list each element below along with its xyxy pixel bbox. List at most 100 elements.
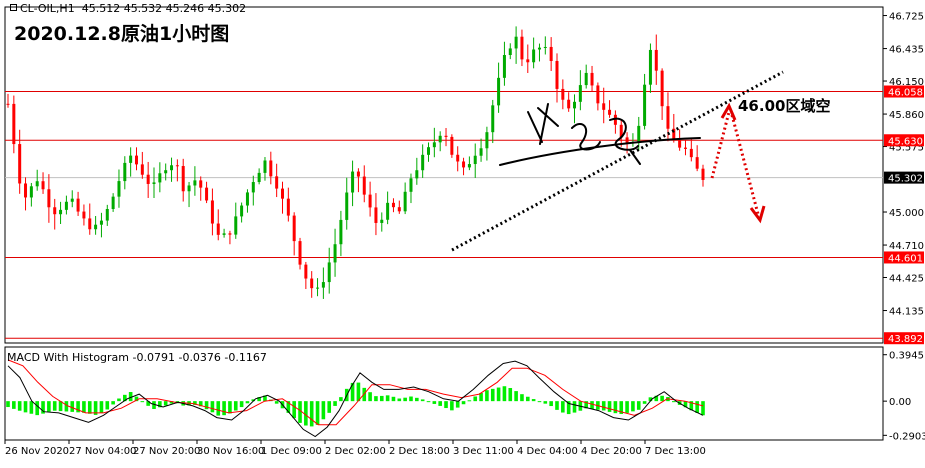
time-tick-label: 7 Dec 13:00 xyxy=(645,446,706,457)
candle-body xyxy=(152,182,156,184)
candle-body xyxy=(199,180,203,188)
candle-body xyxy=(123,162,127,182)
candle-body xyxy=(596,85,600,104)
candle-body xyxy=(18,144,22,184)
candle-body xyxy=(608,109,612,115)
candle-body xyxy=(298,241,302,265)
current-price-badge xyxy=(884,171,924,184)
candle-body xyxy=(257,172,261,183)
histogram-bar xyxy=(607,401,612,412)
histogram-bar xyxy=(409,396,413,402)
candle-body xyxy=(508,48,512,56)
candle-body xyxy=(140,164,144,175)
price-tick-label: 46.725 xyxy=(889,12,924,23)
signature-stroke xyxy=(499,137,701,166)
candle-body xyxy=(105,208,109,221)
histogram-bar xyxy=(82,401,86,413)
histogram-bar xyxy=(274,401,279,404)
price-panel-frame xyxy=(4,6,884,344)
histogram-bar xyxy=(222,401,226,416)
price-tick-label: 45.000 xyxy=(889,208,924,219)
candle-body xyxy=(170,165,174,171)
candle-body xyxy=(35,181,39,187)
histogram-bar xyxy=(198,401,203,407)
signature-stroke xyxy=(609,117,641,165)
histogram-bar xyxy=(485,390,489,402)
candle-body xyxy=(689,148,693,158)
macd-tick-label: 0.3945 xyxy=(889,351,924,362)
level-badge-label: 45.630 xyxy=(888,136,923,147)
candle-body xyxy=(117,181,121,197)
candle-body xyxy=(695,157,699,169)
candle-body xyxy=(345,192,349,220)
candle-body xyxy=(386,202,390,220)
candle-body xyxy=(497,77,501,106)
histogram-bar xyxy=(152,401,156,409)
candle-body xyxy=(245,192,249,206)
candle-body xyxy=(462,161,466,168)
histogram-bar xyxy=(642,401,647,404)
histogram-bar xyxy=(233,401,238,411)
histogram-bar xyxy=(6,401,10,408)
candle-body xyxy=(567,99,571,109)
histogram-bar xyxy=(374,396,378,402)
histogram-bar xyxy=(23,401,28,413)
candle-body xyxy=(327,262,331,283)
time-tick-label: 27 Nov 20:00 xyxy=(133,446,200,457)
histogram-bar xyxy=(450,401,454,411)
candle-body xyxy=(6,103,10,105)
histogram-bar xyxy=(514,391,518,402)
candle-body xyxy=(421,154,425,171)
candle-body xyxy=(555,60,559,89)
signature-stroke xyxy=(571,123,601,151)
price-tick-label: 44.135 xyxy=(889,307,924,318)
histogram-bar xyxy=(525,396,530,402)
candle-body xyxy=(280,188,284,199)
histogram-bar xyxy=(572,401,577,413)
candle-body xyxy=(613,114,617,125)
signature-mark xyxy=(499,103,701,166)
histogram-bar xyxy=(52,401,57,411)
candle-body xyxy=(491,105,495,133)
candle-body xyxy=(643,84,647,126)
chart-title: 2020.12.8原油1小时图 xyxy=(14,23,230,45)
histogram-bar xyxy=(490,388,495,402)
histogram-bar xyxy=(216,401,221,416)
price-tick-label: 45.860 xyxy=(889,110,924,121)
candle-body xyxy=(432,142,436,148)
symbol-label: CL-OIL,H1 xyxy=(20,2,75,15)
symbol-icon xyxy=(10,4,17,11)
candle-body xyxy=(175,165,179,167)
histogram-bar xyxy=(555,401,559,410)
histogram-bar xyxy=(654,395,659,402)
histogram-bar xyxy=(496,387,501,402)
histogram-bar xyxy=(64,401,69,412)
level-badge xyxy=(884,251,924,264)
macd-panel-frame xyxy=(4,346,884,441)
candles xyxy=(6,26,705,299)
histogram-bar xyxy=(29,401,34,414)
level-badge-label: 44.601 xyxy=(888,253,923,264)
candle-body xyxy=(374,207,378,223)
candle-body xyxy=(193,180,197,186)
candle-body xyxy=(532,49,536,63)
candle-body xyxy=(158,173,162,183)
histogram-bar xyxy=(537,401,542,403)
candle-body xyxy=(602,103,606,110)
annotation-label: 46.00区域空 xyxy=(738,97,831,115)
histogram-bar xyxy=(35,401,40,416)
macd-label: MACD With Histogram xyxy=(7,351,130,364)
candle-body xyxy=(76,198,80,212)
histogram-bar xyxy=(695,401,699,413)
candle-body xyxy=(397,207,401,212)
candle-body xyxy=(210,200,214,224)
candle-body xyxy=(59,209,63,215)
candle-body xyxy=(146,174,150,184)
candle-body xyxy=(450,136,454,155)
candle-body xyxy=(578,85,582,102)
histogram-bar xyxy=(461,401,466,405)
symbol-header: CL-OIL,H1 45.512 45.532 45.246 45.302 xyxy=(10,2,246,15)
time-tick-label: 26 Nov 2020 xyxy=(5,446,69,457)
candle-body xyxy=(263,160,267,173)
